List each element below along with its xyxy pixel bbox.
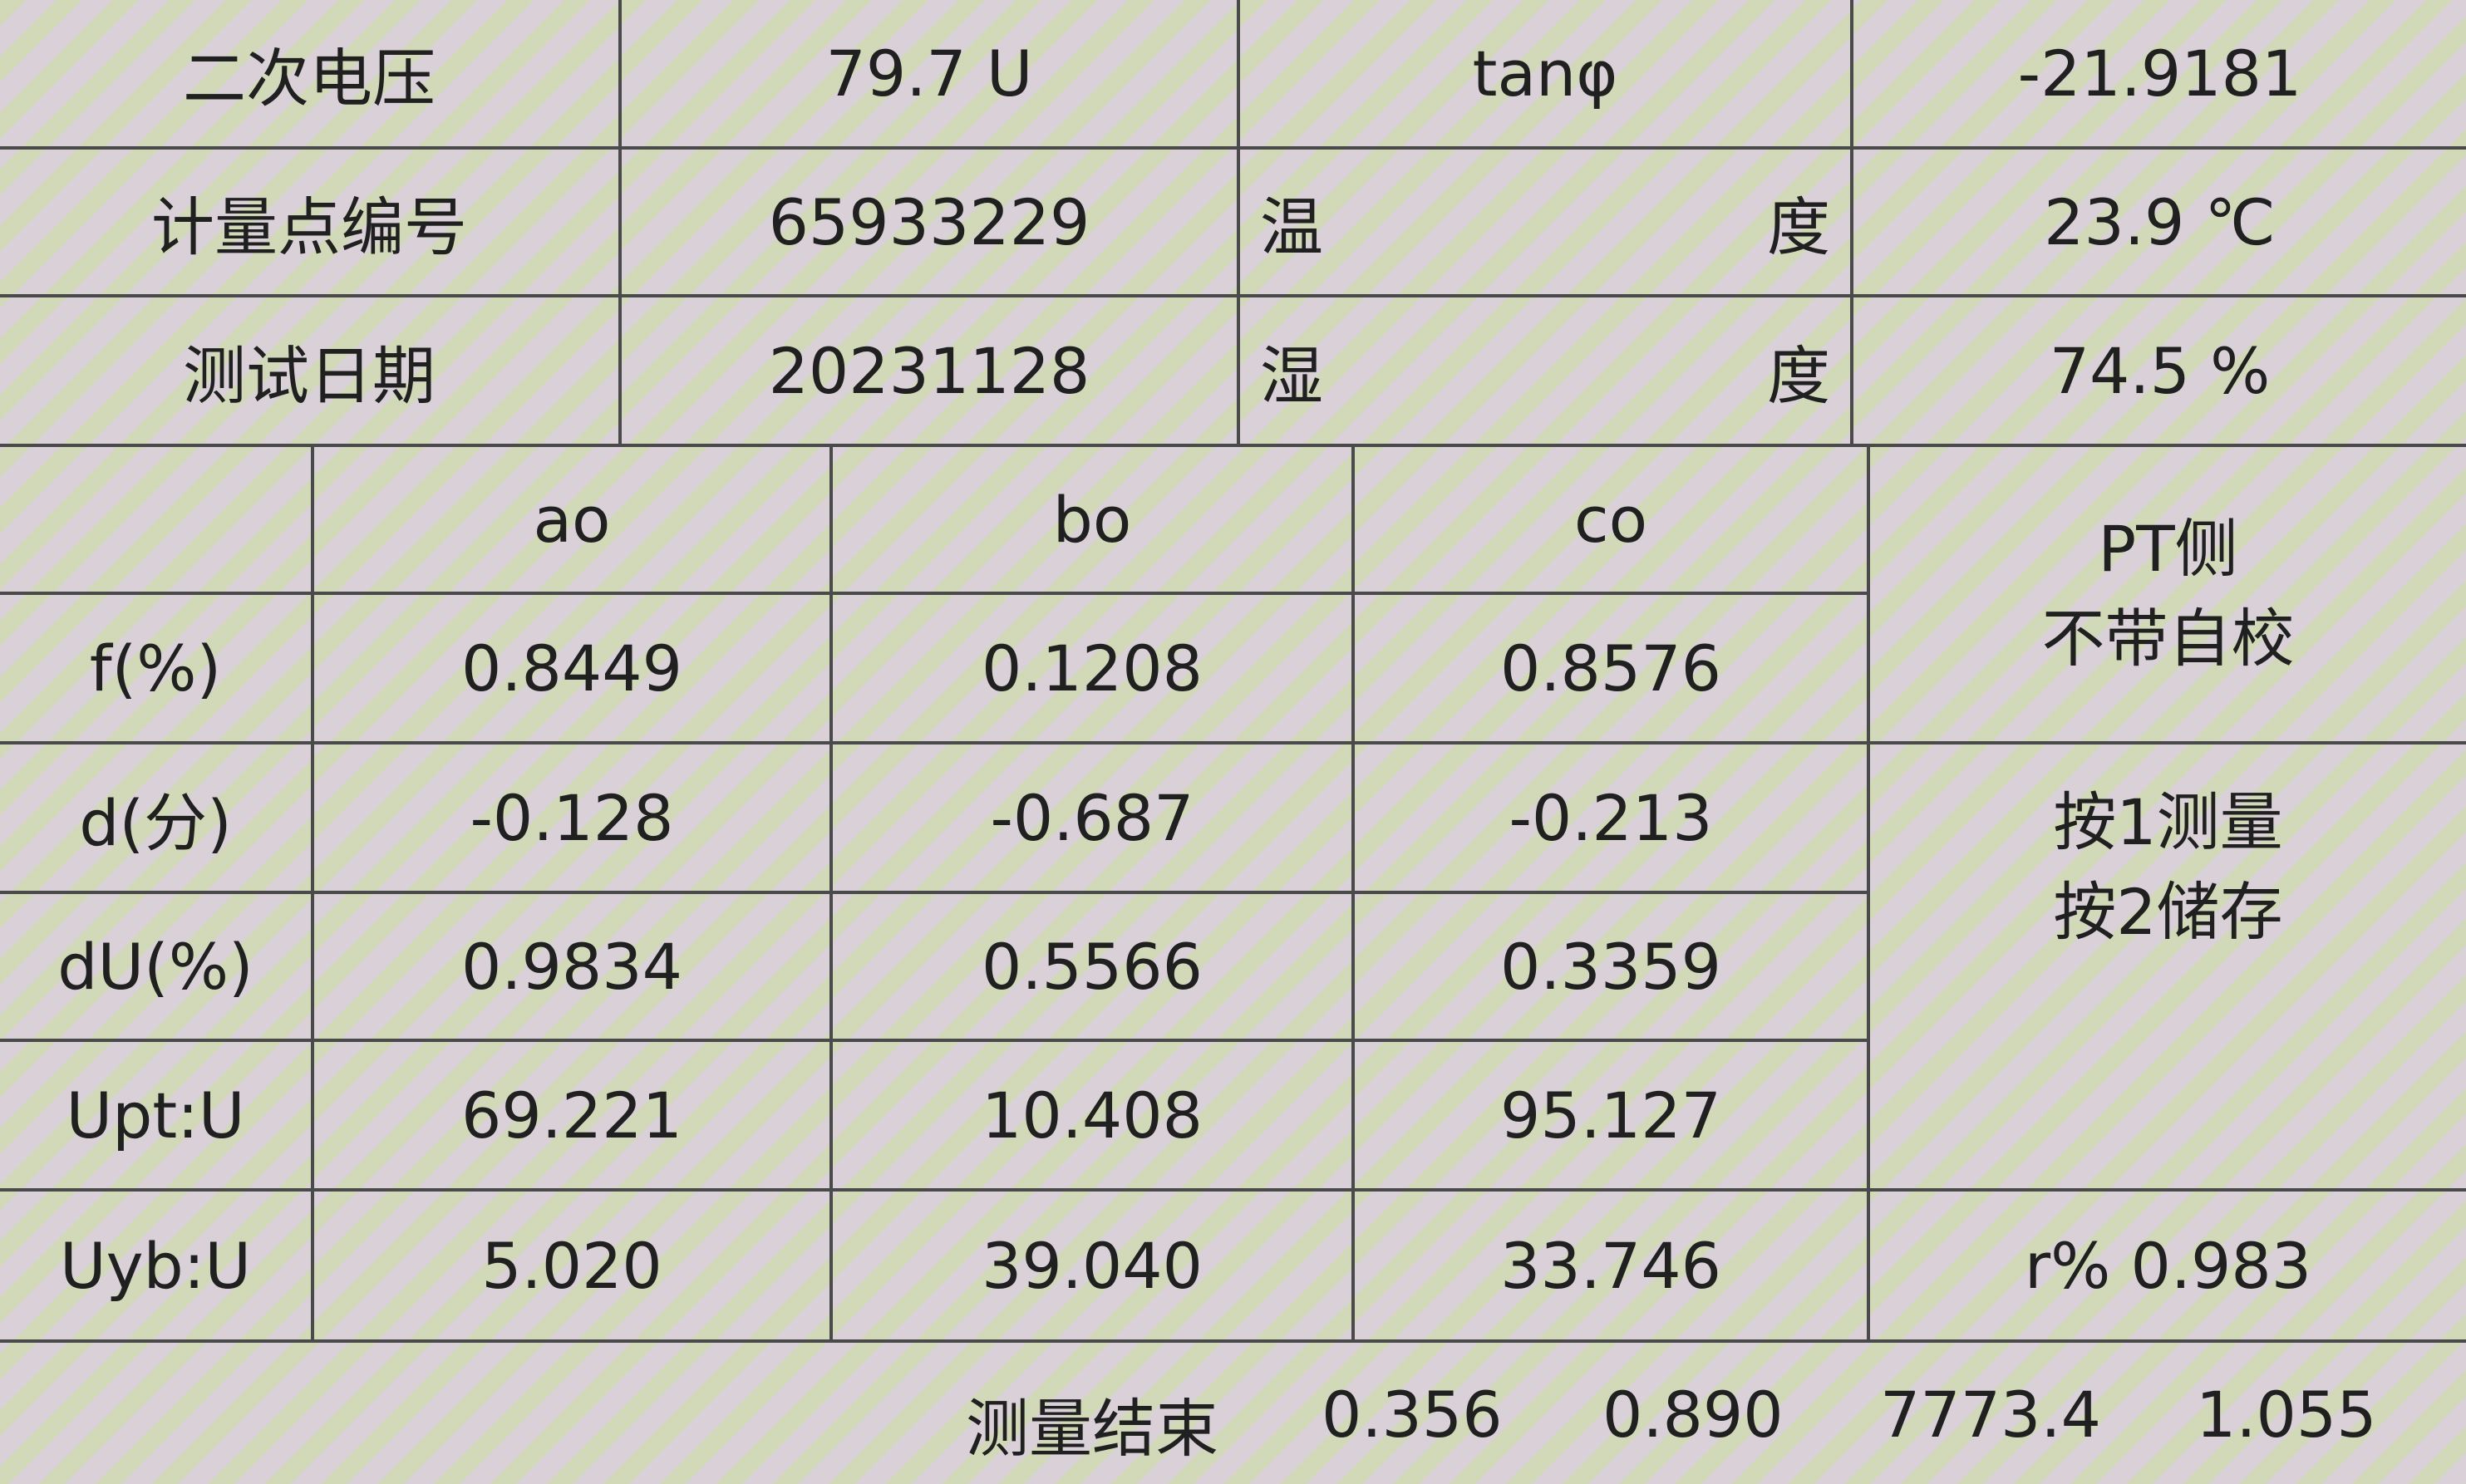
temperature-value: 23.9 ℃ <box>1853 150 2466 297</box>
status-value-1: 0.356 <box>1322 1378 1503 1452</box>
test-date-value: 20231128 <box>622 297 1240 447</box>
cell-d-co: -0.213 <box>1355 744 1870 894</box>
row-label-upt: Upt:U <box>0 1042 314 1192</box>
row-label-du: dU(%) <box>0 894 314 1042</box>
cell-uyb-ao: 5.020 <box>314 1192 833 1343</box>
status-value-3: 7773.4 <box>1880 1378 2101 1452</box>
mode-line-1: PT侧 <box>2098 512 2238 586</box>
table-corner <box>0 447 314 595</box>
row-label-f: f(%) <box>0 595 314 744</box>
row-label-d: d(分) <box>0 744 314 894</box>
status-bar: 测量结束 0.356 0.890 7773.4 1.055 <box>0 1343 2466 1484</box>
cell-f-bo: 0.1208 <box>833 595 1355 744</box>
cell-f-ao: 0.8449 <box>314 595 833 744</box>
meter-point-value: 65933229 <box>622 150 1240 297</box>
cell-uyb-bo: 39.040 <box>833 1192 1355 1343</box>
meter-point-label: 计量点编号 <box>0 150 622 297</box>
status-text: 测量结束 <box>966 1392 1218 1466</box>
status-value-4: 1.055 <box>2196 1378 2377 1452</box>
column-header-ao: ao <box>314 447 833 595</box>
humidity-label-right: 度 <box>1767 339 1830 413</box>
mode-panel: PT侧 不带自校 <box>1870 447 2466 744</box>
cell-upt-co: 95.127 <box>1355 1042 1870 1192</box>
temperature-label: 温 度 <box>1240 150 1853 297</box>
temperature-label-right: 度 <box>1767 190 1830 264</box>
cell-du-ao: 0.9834 <box>314 894 833 1042</box>
status-value-2: 0.890 <box>1602 1378 1784 1452</box>
hint-measure: 按1测量 <box>2053 785 2283 859</box>
mode-line-2: 不带自校 <box>2041 602 2295 676</box>
tan-phi-value: -21.9181 <box>1853 0 2466 150</box>
cell-upt-bo: 10.408 <box>833 1042 1355 1192</box>
humidity-value: 74.5 % <box>1853 297 2466 447</box>
r-percent: r% 0.983 <box>1870 1192 2466 1343</box>
humidity-label-left: 湿 <box>1260 339 1323 413</box>
cell-d-ao: -0.128 <box>314 744 833 894</box>
cell-d-bo: -0.687 <box>833 744 1355 894</box>
row-label-uyb: Uyb:U <box>0 1192 314 1343</box>
cell-f-co: 0.8576 <box>1355 595 1870 744</box>
column-header-bo: bo <box>833 447 1355 595</box>
cell-du-co: 0.3359 <box>1355 894 1870 1042</box>
humidity-label: 湿 度 <box>1240 297 1853 447</box>
secondary-voltage-value: 79.7 U <box>622 0 1240 150</box>
hint-save: 按2储存 <box>2053 875 2283 949</box>
cell-du-bo: 0.5566 <box>833 894 1355 1042</box>
secondary-voltage-label: 二次电压 <box>0 0 622 150</box>
tan-phi-label: tanφ <box>1240 0 1853 150</box>
hint-panel: 按1测量 按2储存 <box>1870 744 2466 1192</box>
column-header-co: co <box>1355 447 1870 595</box>
test-date-label: 测试日期 <box>0 297 622 447</box>
cell-upt-ao: 69.221 <box>314 1042 833 1192</box>
cell-uyb-co: 33.746 <box>1355 1192 1870 1343</box>
temperature-label-left: 温 <box>1260 190 1323 264</box>
